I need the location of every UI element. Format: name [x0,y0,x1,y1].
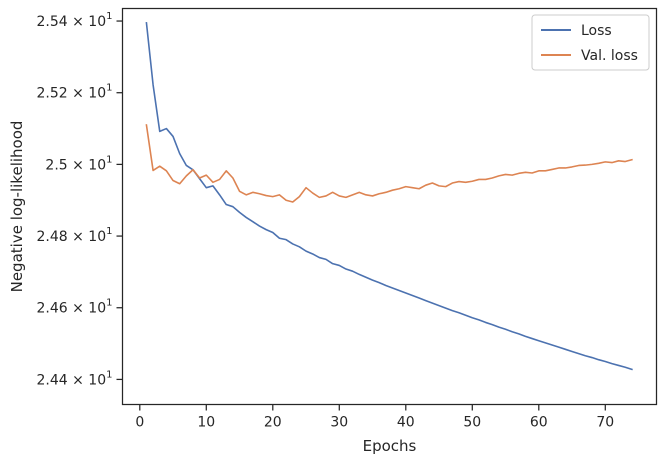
legend-label-val-loss: Val. loss [581,48,638,64]
series-line-val-loss [145,124,633,203]
x-tick-label: 20 [264,415,282,431]
x-tick-label: 50 [463,415,481,431]
y-tick-label: 2.54 × 101 [37,11,113,30]
legend-label-loss: Loss [581,23,612,39]
x-axis-label: Epochs [363,437,417,455]
y-tick-label: 2.5 × 101 [45,154,112,173]
plot-frame [121,7,658,406]
y-tick-label: 2.46 × 101 [37,298,113,317]
x-tick-label: 10 [197,415,215,431]
x-tick-label: 30 [330,415,348,431]
legend-box [531,14,650,71]
x-tick-label: 0 [135,415,144,431]
x-tick-label: 70 [596,415,614,431]
plot-lines [145,21,633,371]
y-tick-label: 2.52 × 101 [37,83,113,102]
series-line-loss [145,21,633,371]
y-tick-label: 2.44 × 101 [37,369,113,388]
y-tick-label: 2.48 × 101 [37,226,113,245]
x-axis-ticks: 0 10 20 30 40 50 60 70 [135,404,614,431]
x-tick-label: 60 [530,415,548,431]
legend: Loss Val. loss [531,14,650,71]
x-tick-label: 40 [397,415,415,431]
y-axis-ticks: 2.54 × 101 2.52 × 101 2.5 × 101 2.48 × 101 2… [37,11,123,388]
y-axis-label: Negative log-likelihood [8,121,26,293]
